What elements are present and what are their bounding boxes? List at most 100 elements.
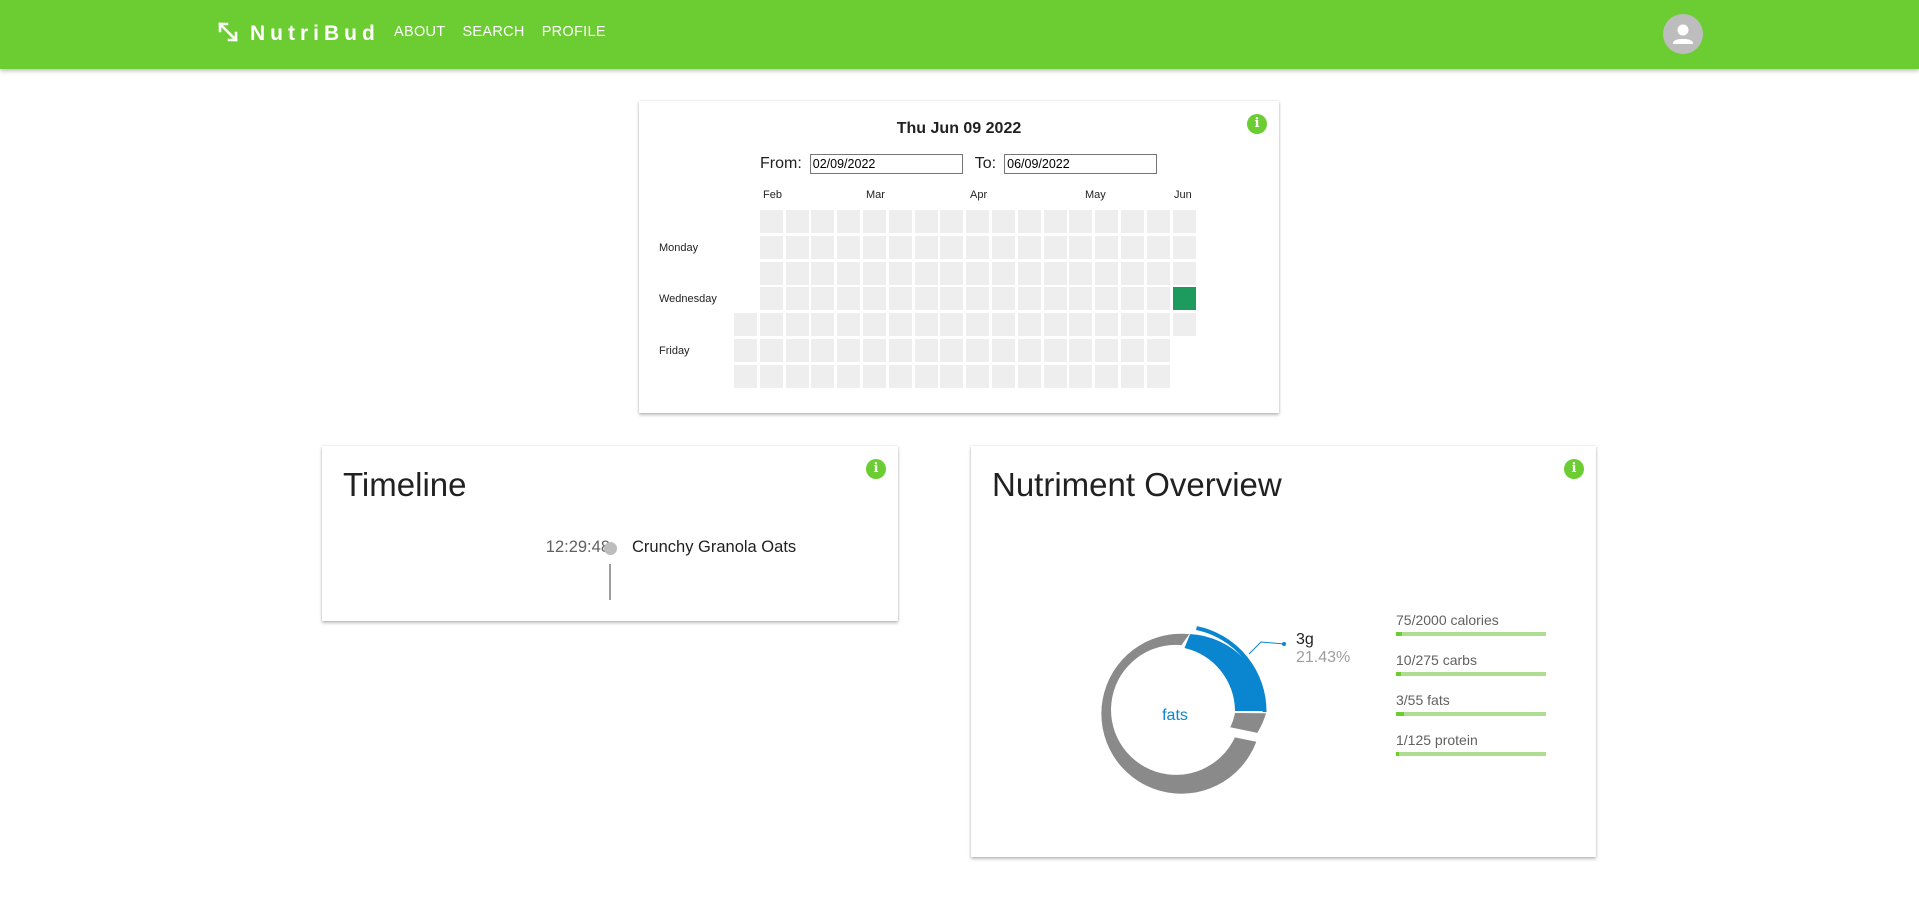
heatmap-day-cell[interactable] — [1146, 339, 1170, 362]
heatmap-day-cell[interactable] — [811, 235, 835, 259]
heatmap-day-cell[interactable] — [759, 261, 783, 285]
heatmap-day-cell[interactable] — [992, 339, 1015, 362]
heatmap-day-cell[interactable] — [759, 210, 783, 233]
heatmap-day-cell[interactable] — [940, 287, 964, 311]
heatmap-day-cell[interactable] — [785, 261, 809, 285]
heatmap-day-cell[interactable] — [863, 339, 886, 362]
heatmap-day-cell[interactable] — [914, 287, 938, 311]
heatmap-day-cell[interactable] — [888, 364, 912, 388]
heatmap-day-cell[interactable] — [837, 364, 861, 388]
heatmap-day-cell[interactable] — [837, 339, 861, 362]
heatmap-day-cell[interactable] — [1172, 261, 1196, 285]
info-icon[interactable]: i — [866, 459, 886, 479]
heatmap-day-cell[interactable] — [888, 287, 912, 311]
heatmap-day-cell[interactable] — [837, 261, 861, 285]
heatmap-day-cell[interactable] — [785, 235, 809, 259]
heatmap-day-cell[interactable] — [1146, 313, 1170, 337]
heatmap-day-cell[interactable] — [940, 261, 964, 285]
heatmap-day-cell[interactable] — [1172, 313, 1196, 337]
heatmap-day-cell[interactable] — [863, 261, 886, 285]
heatmap-day-cell[interactable] — [837, 313, 861, 337]
heatmap-day-cell[interactable] — [734, 313, 757, 337]
heatmap-day-cell[interactable] — [940, 313, 964, 337]
heatmap-day-cell[interactable] — [1017, 364, 1041, 388]
heatmap-day-cell[interactable] — [914, 210, 938, 233]
heatmap-day-cell[interactable] — [785, 210, 809, 233]
heatmap-day-cell[interactable] — [863, 287, 886, 311]
donut-segment-protein[interactable] — [1230, 713, 1266, 733]
heatmap-day-cell[interactable] — [966, 364, 990, 388]
heatmap-day-cell[interactable] — [837, 210, 861, 233]
heatmap-day-cell[interactable] — [759, 235, 783, 259]
avatar[interactable] — [1663, 14, 1703, 54]
heatmap-day-cell[interactable] — [1121, 210, 1144, 233]
heatmap-day-cell[interactable] — [759, 364, 783, 388]
heatmap-day-cell[interactable] — [966, 287, 990, 311]
brand-logo[interactable]: NutriBud — [216, 20, 380, 48]
heatmap-day-cell[interactable] — [811, 364, 835, 388]
heatmap-day-cell[interactable] — [1043, 210, 1067, 233]
heatmap-day-cell[interactable] — [1121, 339, 1144, 362]
nav-profile[interactable]: PROFILE — [541, 24, 606, 40]
heatmap-day-cell[interactable] — [1017, 287, 1041, 311]
heatmap-day-cell[interactable] — [811, 210, 835, 233]
heatmap-day-cell[interactable] — [1043, 339, 1067, 362]
heatmap-day-cell[interactable] — [1146, 261, 1170, 285]
heatmap-day-cell[interactable] — [1069, 235, 1093, 259]
heatmap-day-cell[interactable] — [1172, 287, 1196, 311]
heatmap-day-cell[interactable] — [940, 339, 964, 362]
heatmap-day-cell[interactable] — [1043, 364, 1067, 388]
heatmap-day-cell[interactable] — [992, 261, 1015, 285]
heatmap-day-cell[interactable] — [1043, 313, 1067, 337]
heatmap-day-cell[interactable] — [1146, 235, 1170, 259]
donut-segment-fats[interactable] — [1184, 634, 1267, 711]
heatmap-day-cell[interactable] — [1121, 287, 1144, 311]
heatmap-day-cell[interactable] — [1017, 210, 1041, 233]
heatmap-day-cell[interactable] — [811, 313, 835, 337]
heatmap-day-cell[interactable] — [966, 261, 990, 285]
heatmap-day-cell[interactable] — [888, 261, 912, 285]
heatmap-day-cell[interactable] — [1069, 364, 1093, 388]
heatmap-day-cell[interactable] — [1146, 210, 1170, 233]
info-icon[interactable]: i — [1564, 459, 1584, 479]
heatmap-day-cell[interactable] — [888, 235, 912, 259]
heatmap-day-cell[interactable] — [837, 287, 861, 311]
heatmap-day-cell[interactable] — [863, 235, 886, 259]
heatmap-day-cell[interactable] — [1069, 261, 1093, 285]
heatmap-day-cell[interactable] — [966, 313, 990, 337]
heatmap-day-cell[interactable] — [914, 364, 938, 388]
heatmap-day-cell[interactable] — [1069, 210, 1093, 233]
heatmap-day-cell[interactable] — [1017, 339, 1041, 362]
heatmap-day-cell[interactable] — [759, 313, 783, 337]
timeline-food[interactable]: Crunchy Granola Oats — [632, 538, 797, 556]
heatmap-day-cell[interactable] — [914, 261, 938, 285]
heatmap-day-cell[interactable] — [811, 339, 835, 362]
heatmap-day-cell[interactable] — [1069, 313, 1093, 337]
heatmap-day-cell[interactable] — [811, 287, 835, 311]
heatmap-day-cell[interactable] — [1095, 364, 1119, 388]
heatmap-day-cell[interactable] — [1017, 313, 1041, 337]
heatmap-day-cell[interactable] — [1069, 339, 1093, 362]
heatmap-day-cell[interactable] — [940, 235, 964, 259]
to-date-input[interactable] — [1004, 154, 1158, 174]
heatmap-day-cell[interactable] — [888, 339, 912, 362]
heatmap-day-cell[interactable] — [785, 339, 809, 362]
heatmap-day-cell[interactable] — [1043, 287, 1067, 311]
heatmap-day-cell[interactable] — [1146, 364, 1170, 388]
heatmap-day-cell[interactable] — [888, 210, 912, 233]
nav-search[interactable]: SEARCH — [462, 24, 525, 40]
heatmap-day-cell[interactable] — [1095, 339, 1119, 362]
heatmap-day-cell[interactable] — [966, 235, 990, 259]
heatmap-day-cell[interactable] — [888, 313, 912, 337]
heatmap-day-cell[interactable] — [1017, 261, 1041, 285]
heatmap-day-cell[interactable] — [966, 210, 990, 233]
heatmap-day-cell[interactable] — [1043, 261, 1067, 285]
heatmap-day-cell[interactable] — [992, 287, 1015, 311]
heatmap-day-cell[interactable] — [992, 313, 1015, 337]
heatmap-day-cell[interactable] — [914, 235, 938, 259]
heatmap-day-cell[interactable] — [992, 364, 1015, 388]
nav-about[interactable]: ABOUT — [394, 24, 446, 40]
heatmap-day-cell[interactable] — [940, 364, 964, 388]
heatmap-day-cell[interactable] — [992, 210, 1015, 233]
heatmap-day-cell[interactable] — [1121, 313, 1144, 337]
